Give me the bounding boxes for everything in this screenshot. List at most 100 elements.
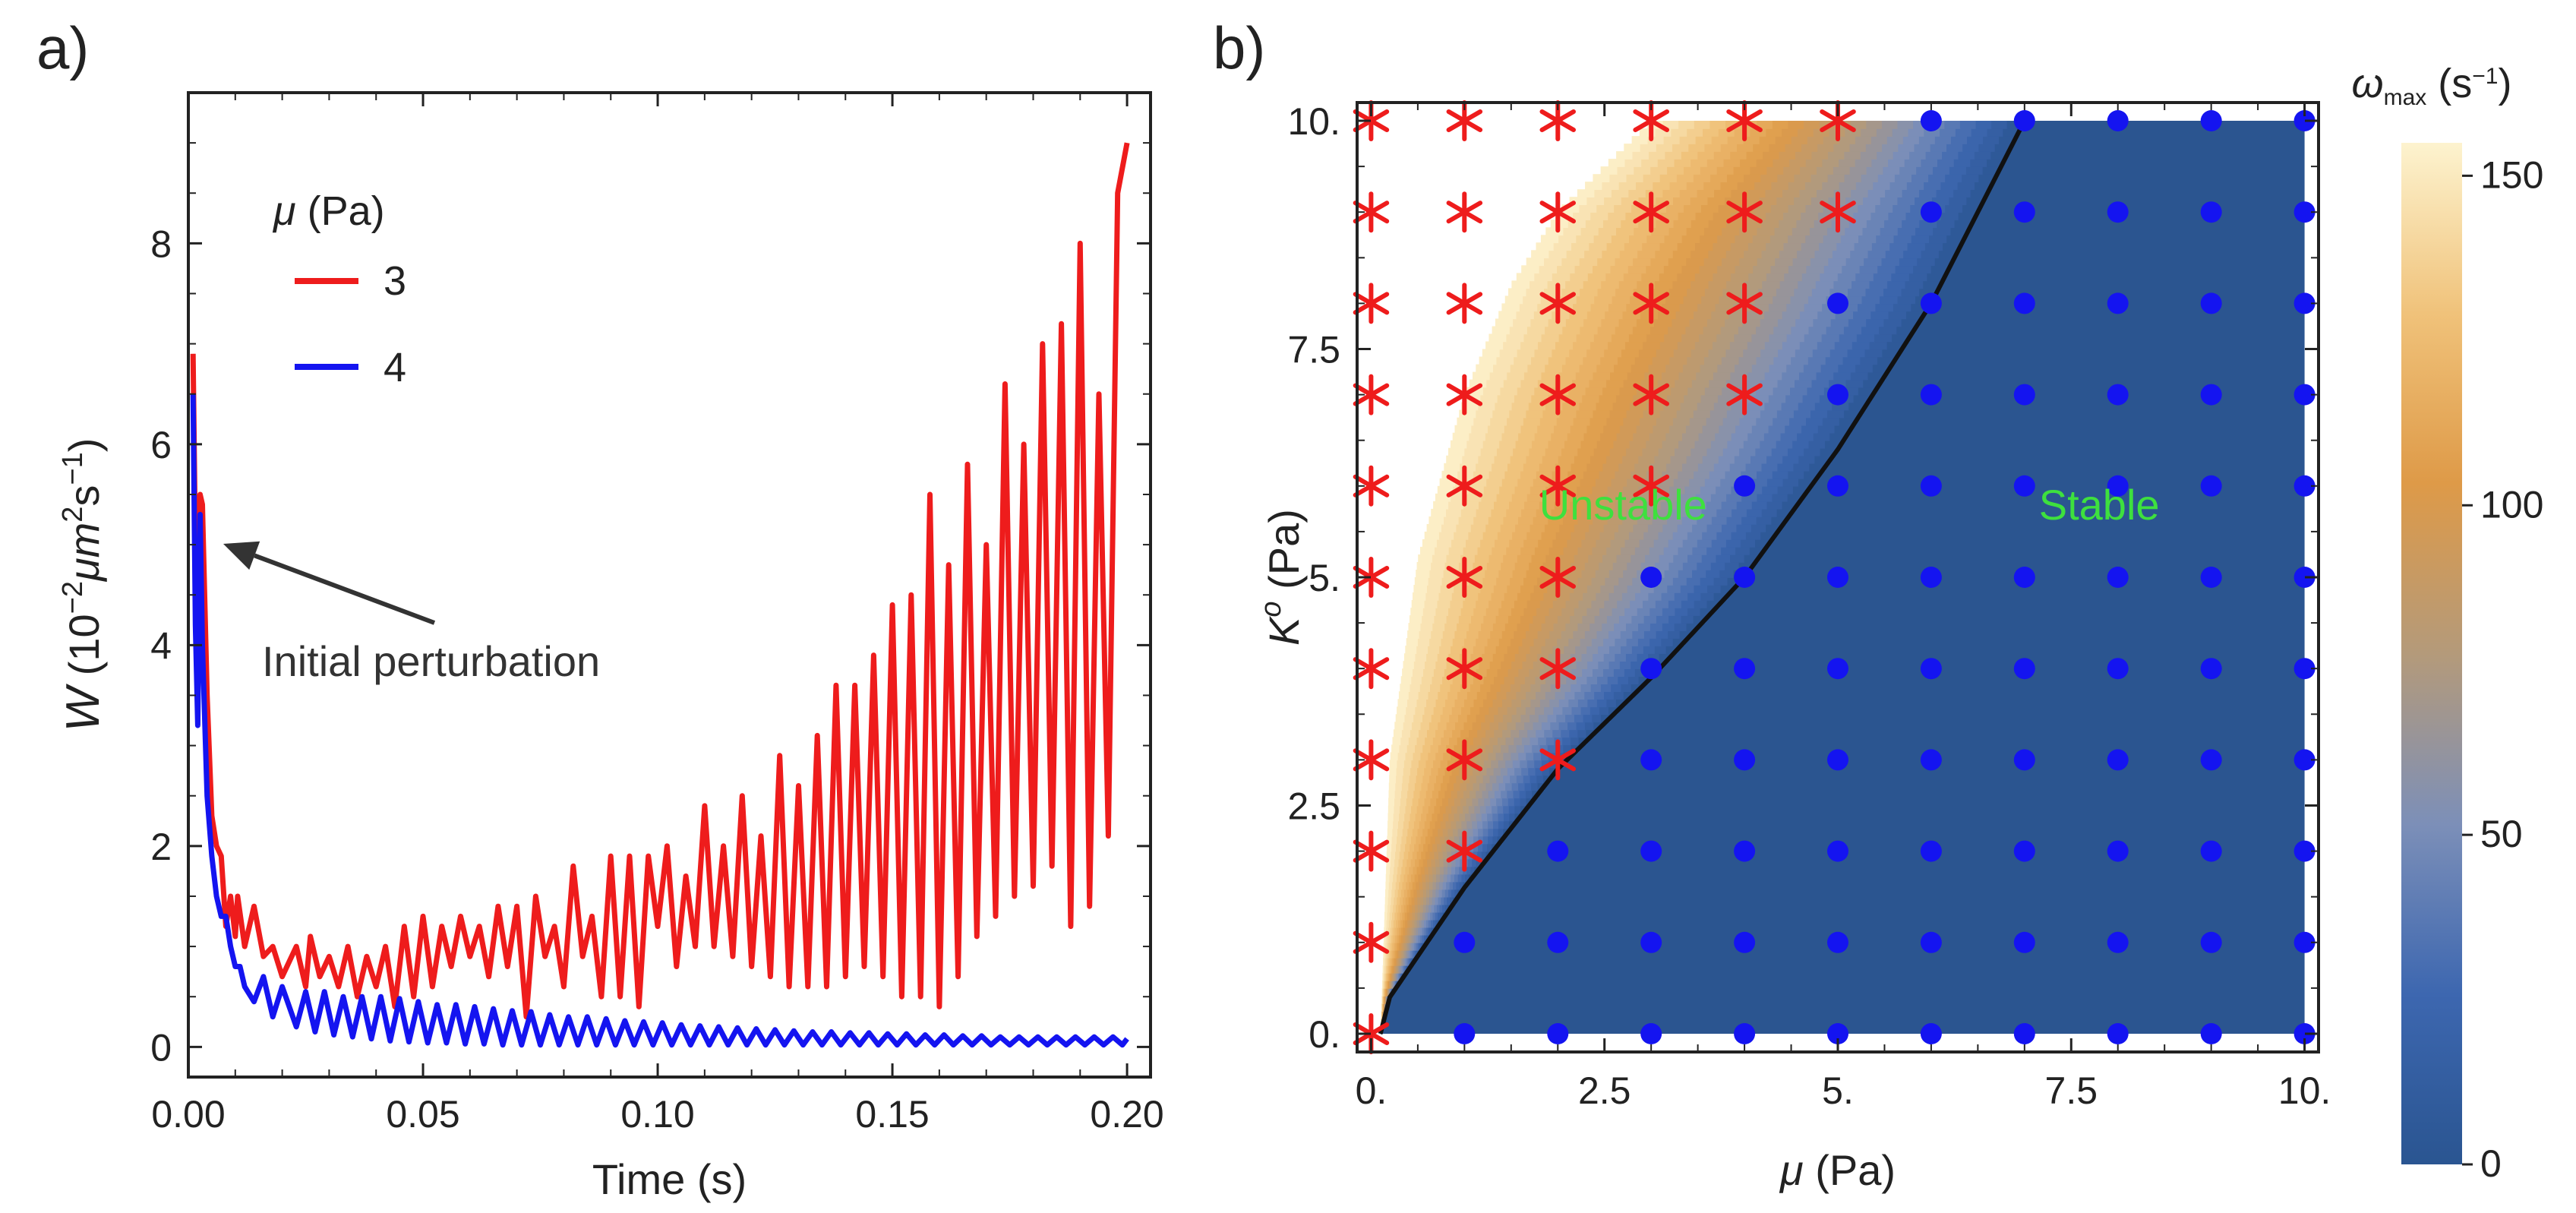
stable-marker — [1547, 931, 1569, 953]
heat-cell — [1573, 303, 1592, 312]
heat-cell — [1520, 714, 1531, 723]
heat-cell — [1498, 608, 1512, 616]
heat-cell — [1627, 585, 1642, 593]
heat-cell — [1827, 174, 1845, 182]
heat-cell — [1681, 600, 1695, 608]
heat-cell — [1490, 630, 1503, 639]
heat-cell — [1511, 752, 1520, 761]
x-tick-label: 0.00 — [151, 1093, 225, 1136]
heat-cell — [1787, 493, 1804, 502]
heat-cell — [1441, 638, 1454, 646]
heat-cell — [1666, 394, 1685, 403]
heat-cell — [1441, 577, 1457, 586]
heat-cell — [1552, 311, 1571, 320]
heat-cell — [1773, 387, 1792, 396]
heat-cell — [1695, 493, 1712, 502]
unstable-marker — [1726, 374, 1763, 415]
heat-cell — [1542, 562, 1558, 570]
heat-cell — [1478, 630, 1492, 639]
heat-cell — [1395, 904, 1400, 913]
heat-cell — [1674, 623, 1687, 631]
heat-cell — [1502, 714, 1513, 723]
heat-cell — [1545, 691, 1556, 700]
heat-cell — [1389, 775, 1397, 784]
heat-cell — [1557, 638, 1570, 646]
heat-cell — [1841, 387, 1859, 396]
heat-cell — [1860, 356, 1879, 365]
stable-marker — [1734, 840, 1756, 862]
heat-cell — [1608, 159, 1626, 167]
heat-cell — [1556, 417, 1574, 426]
heat-cell — [1584, 691, 1596, 700]
heat-cell — [1420, 623, 1434, 631]
heat-cell — [1722, 257, 1741, 267]
heat-cell — [1396, 957, 1398, 966]
heat-cell — [1983, 136, 2000, 144]
heat-cell — [1394, 722, 1404, 731]
heat-cell — [1598, 661, 1610, 669]
heat-cell — [1652, 516, 1668, 525]
heat-cell — [1536, 775, 1545, 784]
heat-cell — [1545, 615, 1558, 624]
heat-cell — [1397, 752, 1406, 761]
heat-cell — [1440, 585, 1455, 593]
heat-cell — [1446, 455, 1463, 464]
heat-cell — [1591, 638, 1605, 646]
heat-cell — [1395, 714, 1406, 723]
heat-cell — [1426, 653, 1438, 662]
heat-cell — [1616, 432, 1634, 441]
heat-cell — [1603, 220, 1622, 228]
heat-cell — [1419, 942, 1422, 951]
heat-cell — [1485, 570, 1500, 578]
heat-cell — [1400, 843, 1406, 852]
heat-cell — [1676, 409, 1694, 419]
stable-marker — [1734, 1023, 1756, 1044]
heat-cell — [1820, 447, 1837, 456]
heat-cell — [1531, 782, 1539, 791]
heat-cell — [1747, 341, 1766, 350]
heat-cell — [1539, 501, 1555, 510]
heat-cell — [1505, 737, 1515, 746]
heat-cell — [1397, 699, 1408, 708]
heat-cell — [1561, 204, 1580, 213]
unstable-marker — [1353, 830, 1390, 872]
heat-cell — [1544, 706, 1555, 715]
heat-cell — [1416, 646, 1429, 654]
heat-cell — [1822, 417, 1840, 426]
heat-cell — [1730, 151, 1747, 160]
heat-cell — [1751, 501, 1768, 510]
heat-cell — [1407, 919, 1411, 928]
heat-cell — [1768, 394, 1787, 403]
heat-cell — [1400, 911, 1403, 921]
heat-cell — [1476, 790, 1483, 799]
heat-cell — [1530, 699, 1541, 708]
heat-cell — [1667, 166, 1684, 175]
heat-cell — [1905, 212, 1924, 220]
heat-cell — [1982, 166, 2000, 175]
heat-cell — [1476, 409, 1494, 419]
y-axis-exp-2: 2 — [57, 507, 89, 523]
heat-cell — [1894, 174, 1912, 182]
heat-cell — [1551, 508, 1567, 517]
heat-cell — [1460, 608, 1475, 616]
heat-cell — [1392, 972, 1394, 981]
heat-cell — [1491, 760, 1499, 769]
heat-cell — [1879, 326, 1898, 335]
stable-marker — [2107, 201, 2129, 223]
heat-cell — [1693, 409, 1711, 419]
heat-cell — [1533, 478, 1550, 487]
heat-cell — [1496, 798, 1503, 807]
heat-cell — [1776, 508, 1793, 517]
heat-cell — [1470, 866, 1476, 875]
heat-cell — [1486, 379, 1504, 388]
heat-cell — [1435, 729, 1444, 738]
heat-cell — [1958, 212, 1977, 220]
heat-cell — [1504, 295, 1524, 305]
heat-cell — [1514, 562, 1530, 570]
heat-cell — [1422, 934, 1425, 943]
heat-cell — [1615, 699, 1627, 708]
heat-cell — [1481, 851, 1487, 860]
heat-cell — [1931, 197, 1950, 205]
heat-cell — [1444, 729, 1453, 738]
heat-cell — [1887, 280, 1906, 289]
